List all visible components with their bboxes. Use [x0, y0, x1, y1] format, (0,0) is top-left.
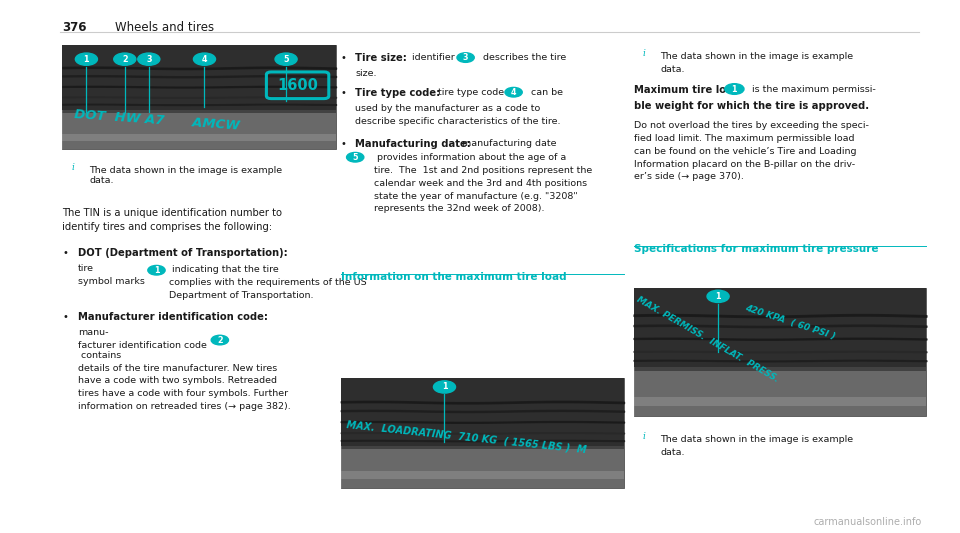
Text: 376: 376 — [62, 21, 87, 34]
Text: DOT (Department of Transportation):: DOT (Department of Transportation): — [78, 248, 287, 258]
Text: Specifications for maximum tire pressure: Specifications for maximum tire pressure — [634, 244, 878, 254]
Text: data.: data. — [89, 176, 114, 185]
Text: 4: 4 — [202, 55, 207, 63]
Text: 4: 4 — [511, 88, 516, 96]
Circle shape — [505, 87, 522, 97]
Text: identifier: identifier — [409, 53, 455, 62]
Text: 5: 5 — [352, 153, 358, 161]
Circle shape — [138, 53, 159, 66]
Circle shape — [457, 53, 474, 62]
Text: tire type code: tire type code — [435, 88, 504, 97]
Text: Tire type code:: Tire type code: — [355, 88, 441, 98]
Text: 1: 1 — [84, 55, 89, 63]
Text: DOT  HW A7      AMCW: DOT HW A7 AMCW — [74, 108, 240, 132]
Circle shape — [433, 381, 455, 393]
Text: •: • — [341, 139, 347, 149]
FancyBboxPatch shape — [341, 449, 624, 488]
Text: can be: can be — [528, 88, 563, 97]
Circle shape — [193, 53, 215, 66]
Text: Manufacturing date:: Manufacturing date: — [355, 139, 471, 149]
Text: The data shown in the image is example
data.: The data shown in the image is example d… — [660, 52, 853, 74]
Text: ble weight for which the tire is approved.: ble weight for which the tire is approve… — [634, 101, 869, 111]
Circle shape — [211, 335, 228, 345]
FancyBboxPatch shape — [62, 113, 336, 149]
Text: •: • — [62, 248, 68, 258]
Text: 2: 2 — [122, 55, 128, 63]
Text: 5: 5 — [283, 55, 289, 63]
Text: •: • — [62, 312, 68, 322]
Text: manufacturing date: manufacturing date — [459, 139, 557, 148]
FancyBboxPatch shape — [634, 288, 926, 416]
Circle shape — [347, 152, 364, 162]
Text: provides information about the age of a
tire.  The  1st and 2nd positions repres: provides information about the age of a … — [374, 153, 592, 213]
Text: 2: 2 — [217, 336, 223, 344]
FancyBboxPatch shape — [634, 371, 926, 416]
Text: •: • — [341, 88, 347, 98]
FancyBboxPatch shape — [341, 378, 624, 446]
Text: 3: 3 — [146, 55, 152, 63]
Text: MAX.  LOADRATING  710 KG  ( 1565 LBS )  M: MAX. LOADRATING 710 KG ( 1565 LBS ) M — [346, 419, 587, 455]
Text: tire
symbol marks: tire symbol marks — [78, 264, 145, 286]
Text: 420 KPA  ( 60 PSI ): 420 KPA ( 60 PSI ) — [744, 303, 837, 341]
Circle shape — [75, 53, 98, 66]
Text: 1600: 1600 — [277, 78, 318, 93]
Text: 1: 1 — [732, 85, 737, 93]
FancyBboxPatch shape — [634, 397, 926, 406]
Text: carmanualsonline.info: carmanualsonline.info — [813, 516, 922, 527]
FancyBboxPatch shape — [62, 45, 336, 149]
Text: Tire size:: Tire size: — [355, 53, 407, 63]
Text: 1: 1 — [442, 383, 447, 391]
FancyBboxPatch shape — [341, 378, 624, 488]
Text: •: • — [341, 53, 347, 63]
Text: The data shown in the image is example
data.: The data shown in the image is example d… — [660, 435, 853, 457]
Text: is the maximum permissi-: is the maximum permissi- — [749, 85, 876, 94]
Circle shape — [276, 53, 298, 66]
Text: i: i — [643, 50, 645, 58]
Text: i: i — [72, 163, 74, 172]
Text: MAX. PERMISS.  INFLAT.  PRESS.: MAX. PERMISS. INFLAT. PRESS. — [635, 294, 780, 384]
Text: 1: 1 — [715, 292, 721, 301]
Text: contains
details of the tire manufacturer. New tires
have a code with two symbol: contains details of the tire manufacture… — [78, 351, 291, 411]
Circle shape — [725, 84, 744, 94]
Text: Information on the maximum tire load: Information on the maximum tire load — [341, 272, 566, 282]
FancyBboxPatch shape — [62, 45, 336, 110]
Text: used by the manufacturer as a code to
describe specific characteristics of the t: used by the manufacturer as a code to de… — [355, 104, 561, 126]
FancyBboxPatch shape — [62, 134, 336, 141]
FancyBboxPatch shape — [634, 288, 926, 367]
Text: The TIN is a unique identification number to
identify tires and comprises the fo: The TIN is a unique identification numbe… — [62, 208, 282, 232]
Circle shape — [707, 290, 730, 303]
FancyBboxPatch shape — [341, 471, 624, 479]
Text: manu-
facturer identification code: manu- facturer identification code — [78, 328, 206, 350]
Text: describes the tire: describes the tire — [480, 53, 566, 62]
Circle shape — [114, 53, 136, 66]
Text: The data shown in the image is example: The data shown in the image is example — [89, 166, 282, 175]
Circle shape — [148, 265, 165, 275]
Text: 1: 1 — [154, 266, 159, 274]
Text: Do not overload the tires by exceeding the speci-
fied load limit. The maximum p: Do not overload the tires by exceeding t… — [634, 121, 869, 181]
Text: indicating that the tire
complies with the requirements of the US
Department of : indicating that the tire complies with t… — [169, 265, 367, 300]
Text: size.: size. — [355, 69, 376, 78]
Text: Maximum tire load: Maximum tire load — [634, 85, 739, 95]
Text: 3: 3 — [463, 53, 468, 62]
Text: Manufacturer identification code:: Manufacturer identification code: — [78, 312, 268, 322]
Text: Wheels and tires: Wheels and tires — [115, 21, 214, 34]
Text: i: i — [643, 432, 645, 441]
